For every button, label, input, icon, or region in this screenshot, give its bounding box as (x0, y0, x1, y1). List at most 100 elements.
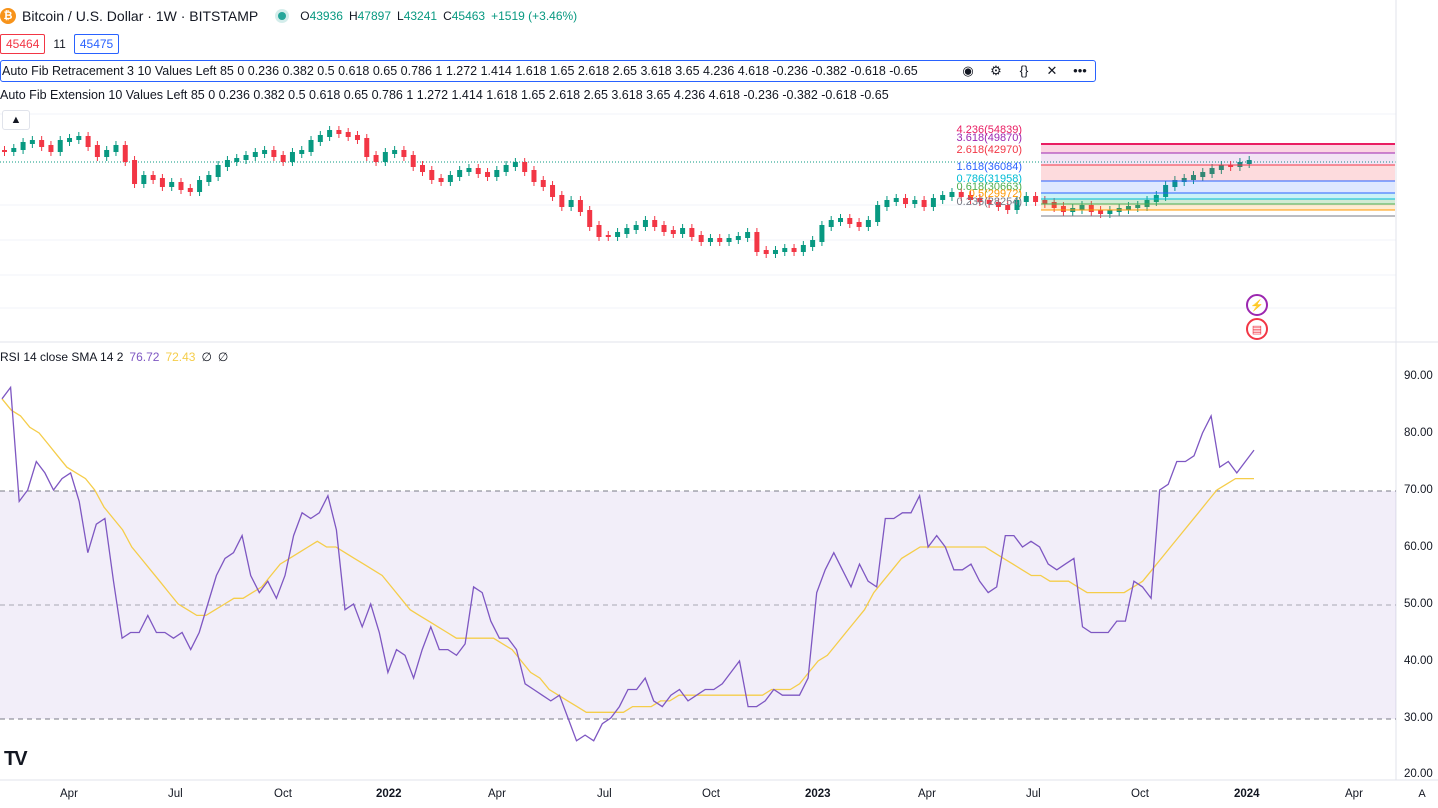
candle (1088, 205, 1094, 212)
sell-price-button[interactable]: 45464 (0, 34, 46, 54)
candle (262, 150, 268, 154)
candle (995, 202, 1001, 207)
candle (550, 185, 556, 197)
symbol-header[interactable]: ₿ Bitcoin / U.S. Dollar · 1W · BITSTAMP … (0, 6, 577, 26)
candle (1209, 168, 1215, 174)
fib-level-label: 4.236(54839) (957, 124, 1022, 136)
candle (122, 145, 128, 162)
candle (1163, 185, 1169, 197)
candle (447, 175, 453, 182)
candle (159, 178, 165, 187)
candle (410, 155, 416, 167)
candle (540, 180, 546, 187)
rsi-legend[interactable]: RSI 14 close SMA 14 2 76.72 72.43 ∅ ∅ (0, 350, 228, 364)
candle (903, 198, 909, 204)
x-tick: Oct (702, 788, 720, 800)
market-status-icon[interactable] (278, 12, 287, 20)
candle (698, 235, 704, 242)
fib-level-label: 3.618(49870) (957, 132, 1022, 144)
candle (299, 150, 305, 154)
buy-price-button[interactable]: 45475 (73, 34, 120, 54)
price-pane[interactable]: 4.236(54839)3.618(49870)2.618(42970) 1.61… (0, 113, 1396, 309)
candle (921, 200, 927, 207)
tradingview-logo[interactable]: TV (4, 748, 28, 770)
candle (568, 200, 574, 207)
code-braces-icon[interactable]: {} (1019, 63, 1029, 78)
rsi-pane[interactable] (0, 385, 1396, 742)
candle (865, 220, 871, 227)
y-tick: 70.00 (1404, 484, 1433, 496)
candle (577, 200, 583, 212)
eye-icon[interactable]: ◉ (962, 63, 974, 78)
candle (475, 168, 481, 174)
candle (559, 195, 565, 207)
candle (670, 230, 676, 234)
candle (11, 148, 17, 152)
candle (336, 130, 342, 134)
candle (531, 170, 537, 182)
candle (104, 150, 110, 157)
bid-ask-row: 45464 11 45475 (0, 34, 120, 54)
candle (1014, 200, 1020, 210)
candle (875, 205, 881, 222)
candle (893, 198, 899, 202)
lightning-icon[interactable]: ⚡ (1246, 294, 1268, 316)
candle (113, 145, 119, 152)
candle (726, 238, 732, 242)
candle (169, 182, 175, 187)
candle (1172, 180, 1178, 187)
more-icon[interactable]: ••• (1073, 63, 1087, 78)
candle (763, 250, 769, 254)
x-tick: 2022 (376, 788, 402, 800)
candle (373, 155, 379, 162)
candle (642, 220, 648, 227)
candle (800, 245, 806, 252)
indicator-fib-extension[interactable]: Auto Fib Extension 10 Values Left 85 0 0… (0, 88, 889, 102)
x-tick: Apr (918, 788, 936, 800)
candle (754, 232, 760, 252)
candle (132, 160, 138, 184)
candle (280, 155, 286, 162)
candle (401, 150, 407, 157)
candle (838, 218, 843, 222)
candle (420, 165, 425, 172)
gear-icon[interactable]: ⚙ (990, 63, 1002, 78)
fib-level-label: 0.236(28254) (957, 196, 1022, 208)
y-tick: 90.00 (1404, 370, 1433, 382)
candle (317, 135, 323, 142)
candle (392, 150, 398, 154)
us-flag-icon[interactable]: ▤ (1246, 318, 1268, 340)
candle (680, 228, 686, 234)
close-icon[interactable]: ✕ (1046, 63, 1058, 78)
candle (1228, 165, 1234, 167)
candle (958, 192, 964, 197)
candle (234, 158, 240, 162)
symbol-title[interactable]: Bitcoin / U.S. Dollar · 1W · BITSTAMP (22, 8, 259, 24)
candle (1107, 210, 1113, 214)
candle (243, 155, 249, 160)
candle (76, 136, 82, 140)
candle (1218, 165, 1224, 170)
auto-scale-button[interactable]: A (1418, 788, 1426, 800)
candle (457, 170, 463, 177)
candle (289, 152, 295, 162)
candle (977, 198, 983, 202)
candle (1200, 172, 1206, 177)
rsi-line (1, 385, 1255, 742)
y-tick: 40.00 (1404, 655, 1433, 667)
candle (67, 138, 73, 142)
candle (308, 140, 314, 152)
candle (791, 248, 797, 252)
indicator-fib-retracement[interactable]: Auto Fib Retracement 3 10 Values Left 85… (0, 60, 1096, 82)
candle (1135, 205, 1141, 208)
rsi-sma-value: 72.43 (165, 350, 196, 364)
chevron-up-icon[interactable]: ▲ (2, 110, 30, 130)
candle (847, 218, 853, 224)
x-tick: 2023 (805, 788, 831, 800)
rsi-name: RSI 14 close SMA 14 2 (0, 350, 124, 364)
candle (949, 192, 955, 197)
x-tick: Jul (597, 788, 612, 800)
candle (20, 142, 26, 150)
candle (1042, 200, 1048, 204)
